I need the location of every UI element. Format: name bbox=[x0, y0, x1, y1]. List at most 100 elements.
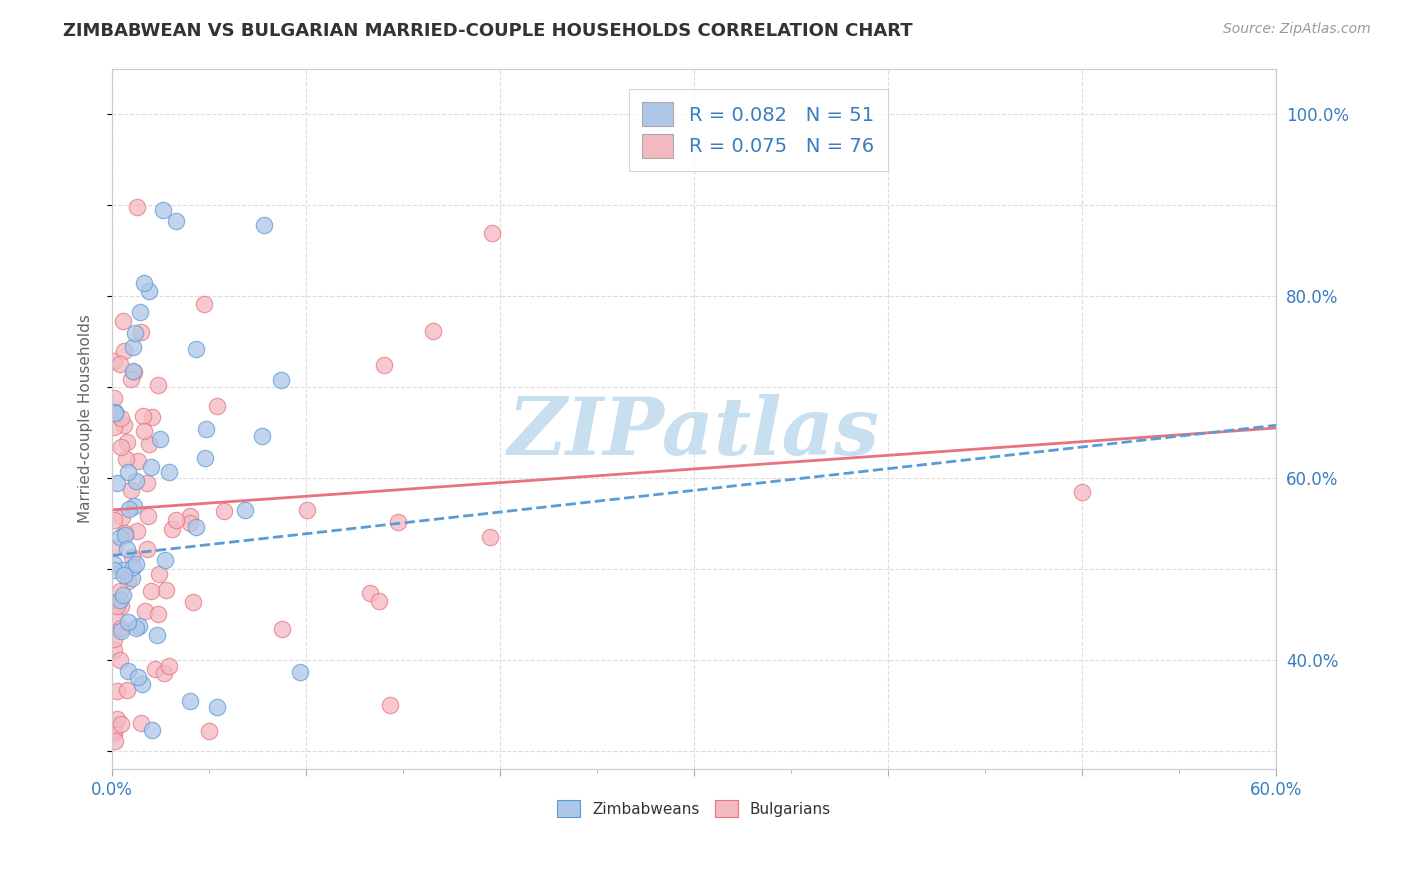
Point bbox=[124, 475, 146, 489]
Text: ZIMBABWEAN VS BULGARIAN MARRIED-COUPLE HOUSEHOLDS CORRELATION CHART: ZIMBABWEAN VS BULGARIAN MARRIED-COUPLE H… bbox=[63, 22, 912, 40]
Point bbox=[110, 529, 132, 543]
Point bbox=[115, 434, 138, 449]
Point bbox=[129, 325, 152, 339]
Point bbox=[205, 399, 228, 413]
Point bbox=[359, 586, 381, 600]
Point bbox=[165, 513, 187, 527]
Point bbox=[111, 588, 134, 602]
Point bbox=[250, 429, 273, 443]
Point bbox=[141, 409, 163, 424]
Point bbox=[134, 604, 156, 618]
Point bbox=[422, 325, 444, 339]
Point bbox=[149, 432, 172, 446]
Point bbox=[103, 354, 125, 368]
Point bbox=[139, 583, 162, 598]
Point bbox=[139, 460, 162, 475]
Point bbox=[104, 406, 127, 420]
Point bbox=[157, 465, 180, 479]
Point bbox=[141, 723, 163, 737]
Point bbox=[127, 524, 149, 539]
Legend: Zimbabweans, Bulgarians: Zimbabweans, Bulgarians bbox=[550, 793, 839, 825]
Point bbox=[128, 618, 150, 632]
Point bbox=[122, 365, 145, 379]
Point bbox=[138, 437, 160, 451]
Point bbox=[115, 682, 138, 697]
Point bbox=[115, 541, 138, 556]
Point bbox=[111, 313, 134, 327]
Point bbox=[117, 615, 139, 629]
Point bbox=[110, 621, 132, 635]
Point bbox=[128, 305, 150, 319]
Point bbox=[114, 525, 136, 540]
Point bbox=[104, 733, 127, 747]
Point bbox=[125, 557, 148, 571]
Point bbox=[253, 218, 276, 232]
Point bbox=[136, 542, 159, 557]
Point bbox=[103, 723, 125, 737]
Point bbox=[233, 503, 256, 517]
Point bbox=[105, 712, 128, 726]
Point bbox=[290, 665, 312, 679]
Point bbox=[103, 632, 125, 646]
Point bbox=[103, 726, 125, 740]
Point bbox=[378, 698, 401, 713]
Point bbox=[111, 510, 134, 524]
Point bbox=[114, 528, 136, 542]
Point bbox=[114, 452, 136, 467]
Point bbox=[197, 723, 219, 738]
Point bbox=[179, 694, 201, 708]
Point bbox=[121, 571, 143, 585]
Point bbox=[112, 344, 135, 359]
Point bbox=[105, 475, 128, 490]
Point bbox=[478, 530, 501, 544]
Point bbox=[103, 558, 125, 572]
Point bbox=[153, 553, 176, 567]
Point bbox=[132, 424, 155, 438]
Point bbox=[120, 483, 142, 497]
Point bbox=[297, 502, 319, 516]
Point bbox=[138, 284, 160, 298]
Point bbox=[157, 658, 180, 673]
Point bbox=[136, 509, 159, 524]
Point bbox=[184, 520, 207, 534]
Point bbox=[148, 566, 170, 581]
Point bbox=[110, 716, 132, 731]
Point bbox=[110, 624, 132, 638]
Point bbox=[103, 541, 125, 555]
Point bbox=[179, 516, 201, 531]
Point bbox=[122, 340, 145, 354]
Point bbox=[368, 594, 391, 608]
Point bbox=[117, 466, 139, 480]
Point bbox=[152, 202, 174, 217]
Point bbox=[103, 391, 125, 405]
Point bbox=[125, 622, 148, 636]
Point bbox=[122, 499, 145, 513]
Point bbox=[205, 700, 228, 714]
Point bbox=[179, 508, 201, 523]
Point bbox=[108, 592, 131, 607]
Point bbox=[103, 563, 125, 577]
Point bbox=[131, 677, 153, 691]
Point bbox=[110, 357, 132, 371]
Point bbox=[110, 584, 132, 599]
Point bbox=[132, 409, 155, 424]
Point bbox=[103, 514, 125, 528]
Point bbox=[117, 664, 139, 678]
Point bbox=[112, 564, 135, 578]
Text: ZIPatlas: ZIPatlas bbox=[508, 394, 880, 472]
Point bbox=[122, 559, 145, 574]
Point bbox=[120, 372, 142, 386]
Point bbox=[118, 502, 141, 516]
Point bbox=[125, 200, 148, 214]
Point bbox=[193, 297, 215, 311]
Point bbox=[194, 450, 217, 465]
Point bbox=[181, 594, 204, 608]
Point bbox=[155, 582, 177, 597]
Point bbox=[129, 716, 152, 731]
Point bbox=[212, 504, 235, 518]
Point bbox=[112, 418, 135, 433]
Point bbox=[110, 599, 132, 613]
Y-axis label: Married-couple Households: Married-couple Households bbox=[79, 315, 93, 524]
Point bbox=[373, 358, 395, 372]
Point bbox=[146, 607, 169, 621]
